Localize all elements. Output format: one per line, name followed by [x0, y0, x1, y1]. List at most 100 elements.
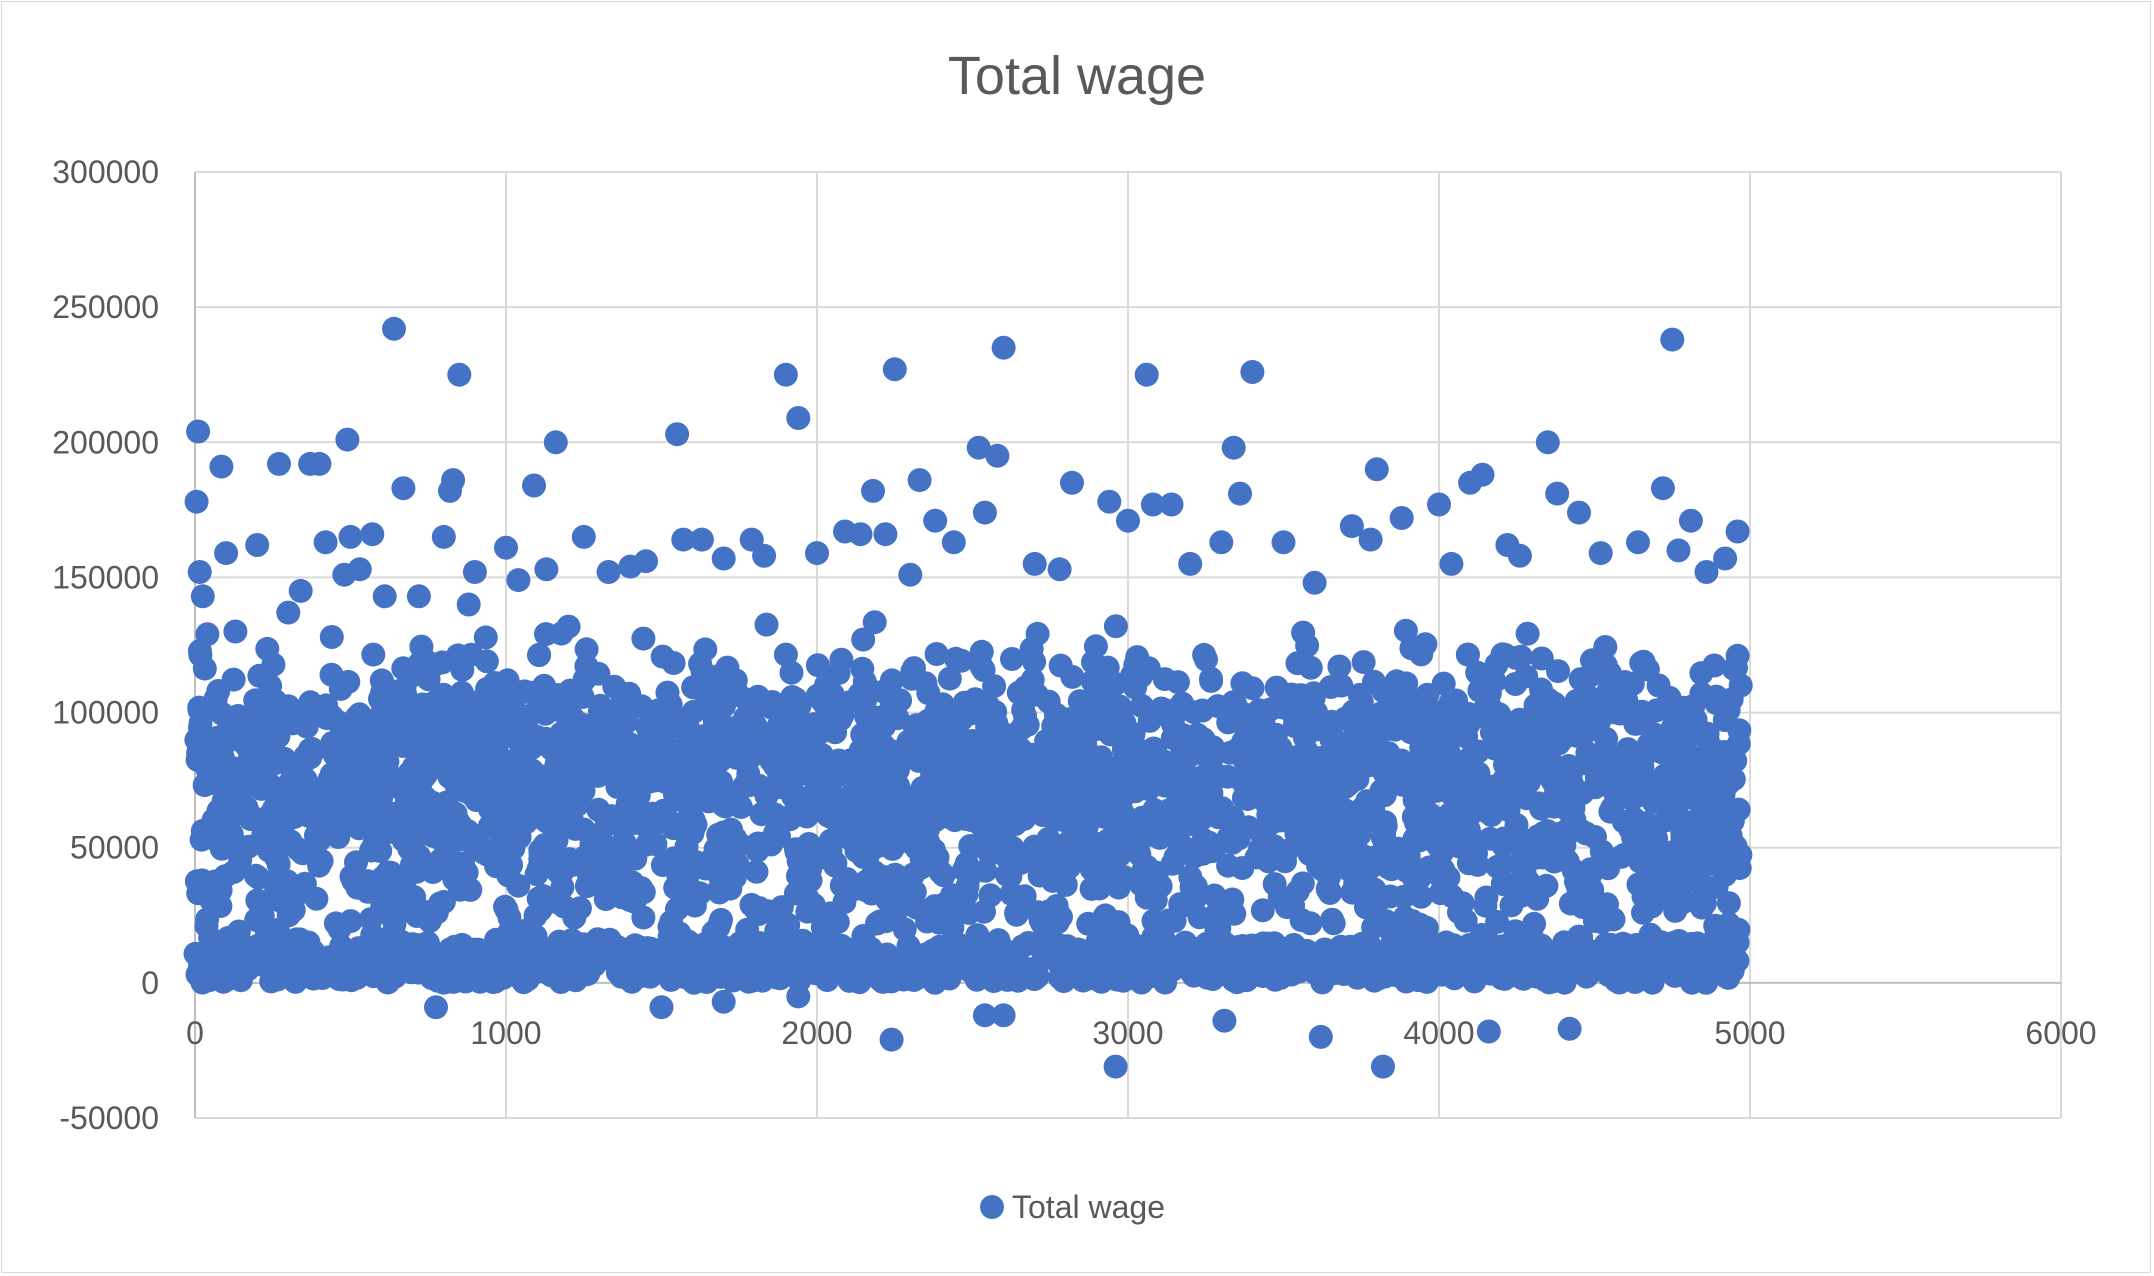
- data-point: [1221, 690, 1246, 715]
- data-point: [319, 625, 344, 649]
- data-point: [1380, 931, 1405, 956]
- data-point: [1644, 826, 1669, 851]
- data-point: [1414, 915, 1439, 940]
- data-point: [383, 964, 408, 989]
- data-point: [1321, 820, 1346, 845]
- data-point: [1535, 819, 1560, 844]
- data-point: [391, 476, 416, 501]
- data-point: [305, 963, 329, 988]
- data-point: [1328, 755, 1353, 780]
- data-point: [1282, 714, 1307, 739]
- data-point: [1596, 662, 1621, 687]
- data-point: [744, 693, 768, 718]
- data-point: [338, 524, 363, 549]
- data-point: [1670, 873, 1695, 898]
- data-point: [1320, 907, 1345, 932]
- data-point: [470, 787, 495, 812]
- data-point: [972, 899, 996, 924]
- data-point: [685, 733, 710, 758]
- data-point: [693, 692, 718, 717]
- data-point: [1354, 951, 1379, 976]
- data-point: [1327, 654, 1352, 679]
- data-point: [885, 950, 909, 975]
- data-point: [195, 907, 220, 932]
- data-point: [945, 707, 970, 732]
- legend[interactable]: Total wage: [980, 1189, 1165, 1225]
- data-point: [746, 933, 771, 958]
- data-point: [1336, 857, 1361, 882]
- data-point: [400, 702, 425, 727]
- data-point: [768, 966, 793, 991]
- data-point: [1148, 874, 1173, 898]
- data-point: [1350, 750, 1375, 775]
- data-point: [1636, 779, 1661, 804]
- data-point: [1660, 327, 1685, 352]
- data-point: [1103, 1054, 1128, 1079]
- data-point: [719, 817, 743, 842]
- data-point: [584, 934, 609, 959]
- data-point: [1525, 754, 1550, 778]
- data-point: [944, 742, 969, 767]
- y-tick-label: 0: [141, 965, 159, 1001]
- data-point: [1570, 718, 1595, 743]
- data-point: [1485, 854, 1510, 879]
- data-points: [183, 316, 1753, 1079]
- data-point: [186, 419, 211, 444]
- data-point: [234, 772, 259, 797]
- data-point: [1298, 911, 1323, 936]
- data-point: [1431, 671, 1456, 696]
- data-point: [796, 861, 821, 886]
- data-point: [1697, 746, 1722, 771]
- data-point: [1490, 966, 1514, 991]
- data-point: [1713, 546, 1738, 571]
- data-point: [829, 647, 854, 672]
- data-point: [544, 828, 569, 853]
- data-point: [916, 829, 941, 854]
- data-point: [457, 721, 482, 746]
- data-point: [848, 522, 873, 547]
- data-point: [1644, 698, 1669, 723]
- data-point: [245, 533, 270, 557]
- data-point: [1290, 871, 1315, 896]
- data-point: [673, 951, 698, 976]
- data-point: [1333, 938, 1358, 963]
- data-point: [1207, 916, 1232, 941]
- data-point: [879, 739, 903, 764]
- data-point: [773, 362, 798, 387]
- y-tick-label: 50000: [70, 830, 159, 866]
- data-point: [981, 969, 1006, 994]
- data-point: [854, 840, 879, 865]
- data-point: [880, 883, 905, 908]
- data-point: [1524, 964, 1548, 989]
- data-point: [1027, 843, 1052, 868]
- data-point: [1157, 908, 1181, 933]
- data-point: [500, 812, 525, 837]
- data-point: [1485, 909, 1510, 934]
- data-point: [631, 626, 656, 651]
- data-point: [405, 933, 430, 957]
- y-tick-label: 150000: [52, 559, 159, 595]
- data-point: [397, 836, 422, 861]
- data-point: [1679, 835, 1704, 860]
- data-point: [456, 759, 481, 784]
- data-point: [828, 707, 853, 732]
- data-point: [1689, 661, 1714, 686]
- data-point: [1047, 557, 1072, 582]
- data-point: [1364, 710, 1389, 735]
- data-point: [621, 766, 646, 791]
- data-point: [568, 772, 593, 797]
- data-point: [649, 953, 674, 978]
- data-point: [966, 435, 991, 460]
- data-point: [294, 714, 319, 739]
- data-point: [1616, 813, 1641, 837]
- data-point: [527, 643, 552, 667]
- data-point: [258, 673, 283, 698]
- data-point: [823, 853, 847, 878]
- data-point: [1318, 880, 1342, 905]
- data-point: [1650, 476, 1675, 501]
- data-point: [1344, 813, 1369, 837]
- data-point: [617, 681, 642, 706]
- data-point: [1588, 541, 1613, 566]
- data-point: [671, 527, 696, 552]
